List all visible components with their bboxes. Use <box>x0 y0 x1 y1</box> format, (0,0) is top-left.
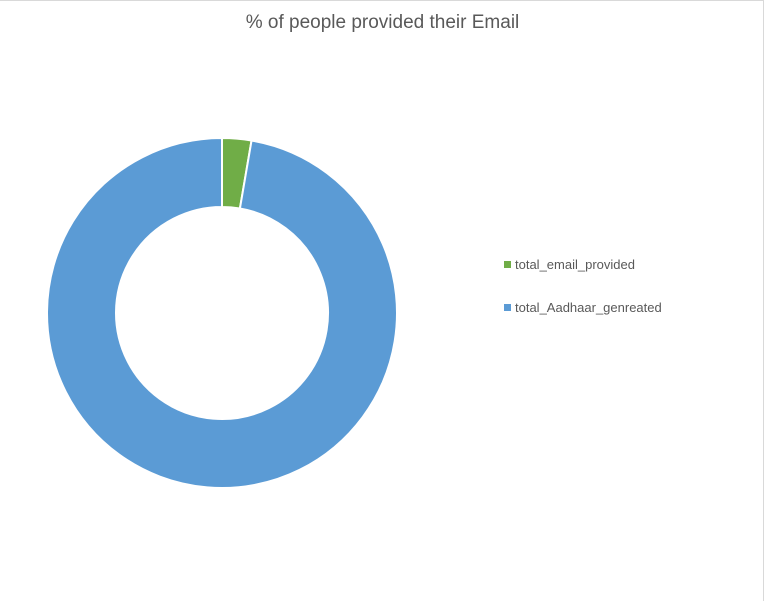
chart-legend: total_email_provided total_Aadhaar_genre… <box>504 256 662 342</box>
legend-label-email: total_email_provided <box>515 256 635 272</box>
legend-item-aadhaar: total_Aadhaar_genreated <box>504 299 662 315</box>
legend-label-aadhaar: total_Aadhaar_genreated <box>515 299 662 315</box>
chart-title: % of people provided their Email <box>245 12 520 33</box>
legend-swatch-email <box>504 260 511 268</box>
donut-slice-aadhaar <box>46 136 398 489</box>
legend-swatch-aadhaar <box>504 303 511 311</box>
legend-item-email: total_email_provided <box>504 256 662 272</box>
